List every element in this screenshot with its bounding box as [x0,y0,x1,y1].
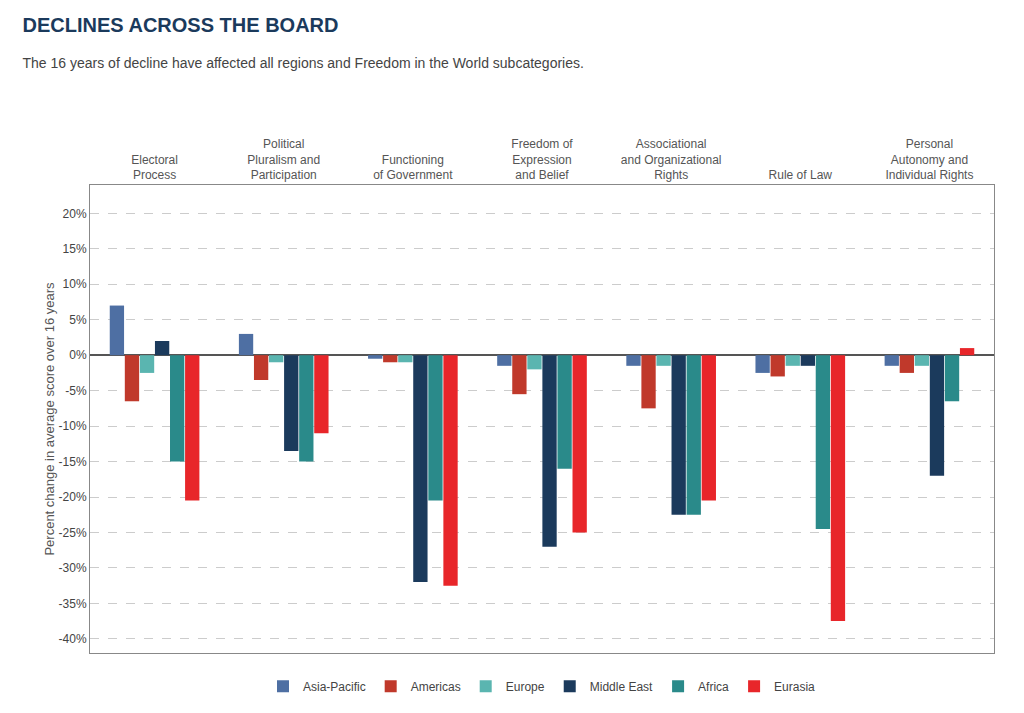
svg-text:-35%: -35% [59,597,87,611]
svg-text:0%: 0% [69,348,87,362]
svg-text:Functioningof Government: Functioningof Government [373,153,453,183]
svg-text:20%: 20% [63,207,87,221]
svg-text:-40%: -40% [59,632,87,646]
svg-text:-10%: -10% [59,419,87,433]
svg-text:Europe: Europe [506,680,545,694]
svg-text:ElectoralProcess: ElectoralProcess [131,153,178,183]
svg-text:PersonalAutonomy andIndividual: PersonalAutonomy andIndividual Rights [885,137,973,182]
svg-text:Freedom ofExpressionand Belief: Freedom ofExpressionand Belief [511,137,573,182]
svg-text:-25%: -25% [59,526,87,540]
svg-text:-5%: -5% [65,384,87,398]
svg-text:10%: 10% [63,277,87,291]
svg-text:Rule of Law: Rule of Law [769,168,833,182]
svg-text:-15%: -15% [59,455,87,469]
svg-text:5%: 5% [69,313,87,327]
svg-text:The 16 years of decline have a: The 16 years of decline have affected al… [23,55,584,71]
svg-text:-20%: -20% [59,490,87,504]
svg-text:-30%: -30% [59,561,87,575]
svg-text:Percent change in average scor: Percent change in average score over 16 … [42,282,57,556]
svg-text:PoliticalPluralism andParticip: PoliticalPluralism andParticipation [247,137,320,182]
svg-text:Associationaland Organizationa: Associationaland OrganizationalRights [621,137,722,182]
svg-text:Asia-Pacific: Asia-Pacific [303,680,366,694]
svg-text:Africa: Africa [698,680,729,694]
svg-text:Americas: Americas [411,680,461,694]
svg-text:Eurasia: Eurasia [774,680,815,694]
svg-text:DECLINES ACROSS THE BOARD: DECLINES ACROSS THE BOARD [23,14,339,36]
svg-text:Middle East: Middle East [590,680,653,694]
svg-text:15%: 15% [63,242,87,256]
